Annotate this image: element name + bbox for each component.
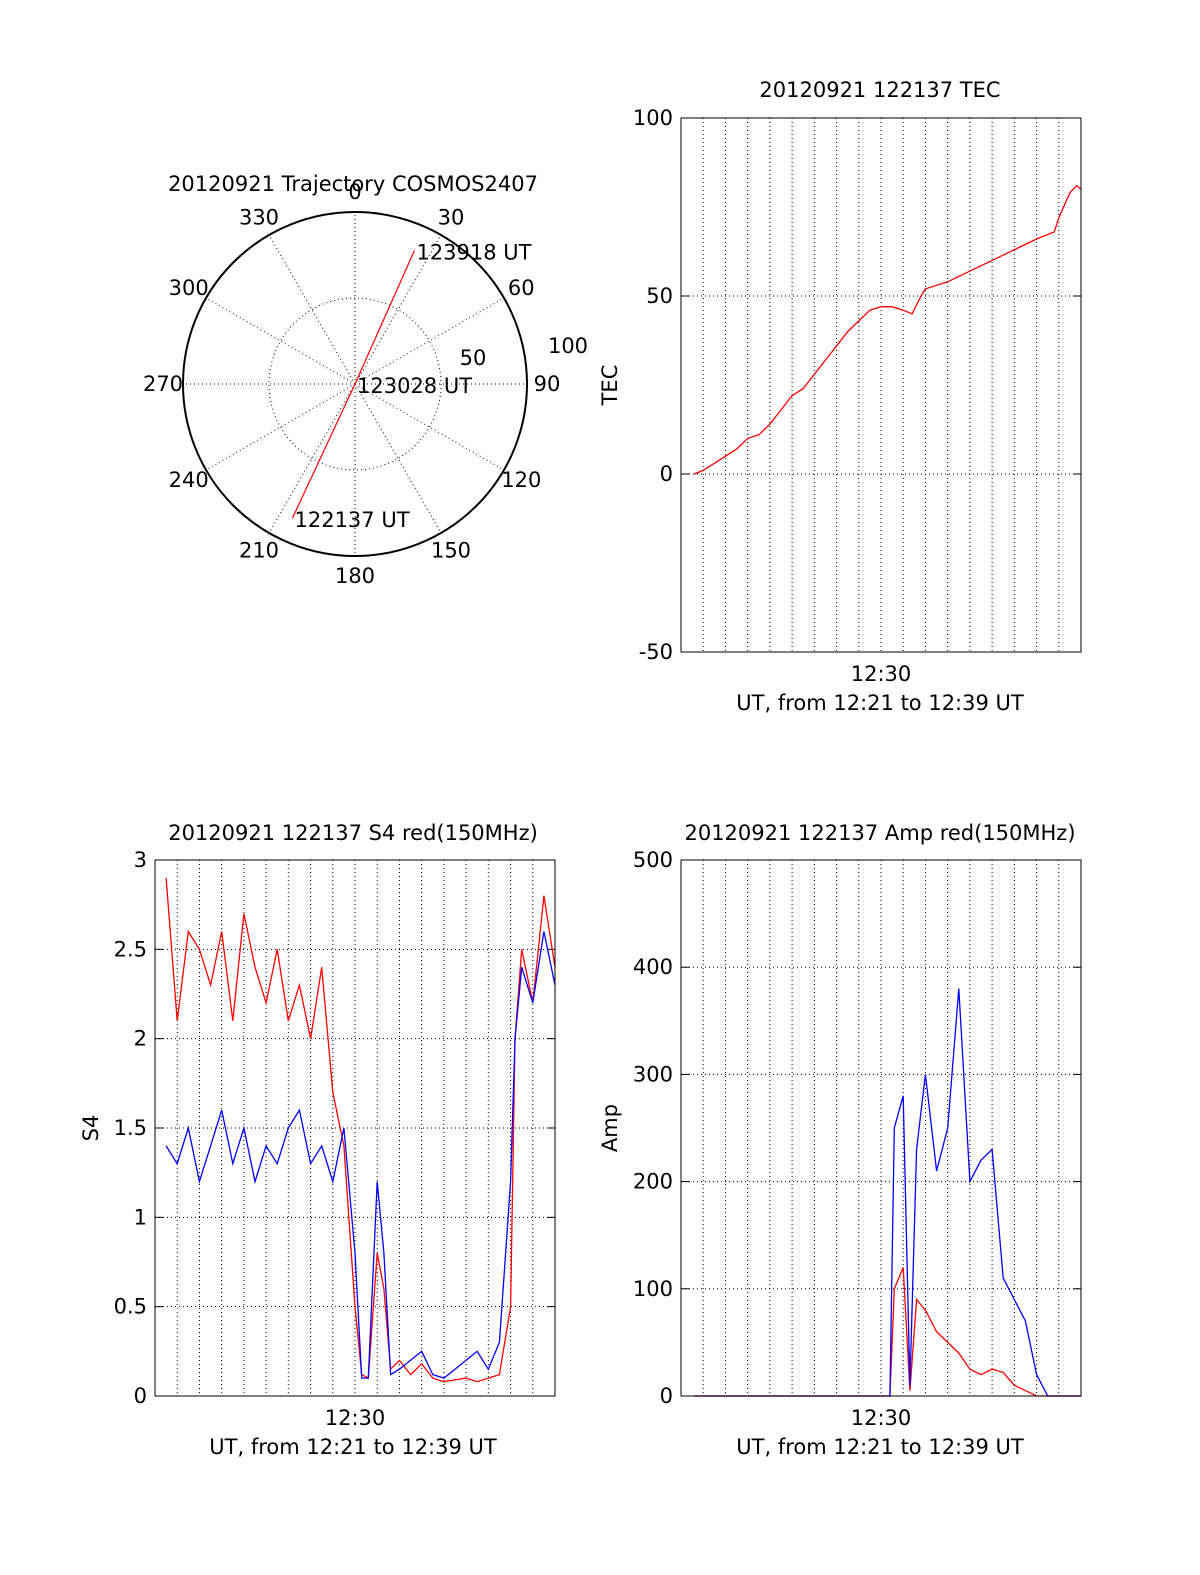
tec-xtick-label: 12:30	[851, 662, 912, 686]
polar-spoke	[268, 234, 356, 385]
s4-ytick-label: 1	[134, 1205, 147, 1229]
tec-plot-frame	[680, 117, 1082, 653]
s4-ytick-label: 0	[134, 1384, 147, 1408]
polar-azimuth-label: 120	[501, 468, 541, 492]
polar-spoke	[354, 297, 505, 385]
trajectory-line	[291, 250, 416, 519]
s4-ylabel: S4	[79, 1115, 103, 1142]
polar-spoke	[354, 383, 442, 534]
tec-title: 20120921 122137 TEC	[759, 78, 1000, 102]
amp-series-line	[694, 1267, 1081, 1397]
polar-azimuth-label: 270	[143, 372, 183, 396]
s4-xlabel: UT, from 12:21 to 12:39 UT	[209, 1435, 497, 1459]
polar-grid-ring	[268, 297, 442, 471]
polar-spoke	[205, 297, 356, 385]
tec-ylabel: TEC	[598, 365, 622, 407]
polar-azimuth-label: 240	[169, 468, 209, 492]
polar-azimuth-label: 300	[169, 276, 209, 300]
s4-series-line	[165, 931, 556, 1379]
tec-ytick-label: -50	[639, 640, 673, 664]
s4-title: 20120921 122137 S4 red(150MHz)	[168, 821, 538, 845]
polar-azimuth-label: 30	[438, 206, 465, 230]
s4-ytick-label: 1.5	[114, 1116, 147, 1140]
polar-spoke	[205, 383, 356, 471]
amp-xtick-label: 12:30	[851, 1406, 912, 1430]
tec-ytick-label: 0	[660, 462, 673, 486]
polar-azimuth-label: 90	[534, 372, 561, 396]
polar-ring-label: 100	[548, 334, 588, 358]
amp-series-line	[694, 988, 1081, 1397]
s4-series-line	[165, 877, 556, 1383]
polar-azimuth-label: 210	[239, 538, 279, 562]
trajectory-time-label: 123918 UT	[416, 240, 531, 264]
polar-azimuth-label: 0	[348, 180, 361, 204]
polar-spoke	[268, 383, 356, 534]
amp-ylabel: Amp	[598, 1104, 622, 1152]
polar-outer-ring	[182, 211, 528, 557]
polar-azimuth-label: 60	[508, 276, 535, 300]
amp-ytick-label: 200	[633, 1170, 673, 1194]
polar-spoke	[354, 234, 442, 385]
polar-trajectory-panel: 20120921 Trajectory COSMOS2407 0 30 60 90 12…	[143, 172, 588, 588]
amp-panel: 20120921 122137 Amp red(150MHz) UT, from…	[598, 821, 1082, 1459]
s4-ytick-label: 3	[134, 848, 147, 872]
s4-ytick-label: 0.5	[114, 1295, 147, 1319]
s4-xtick-label: 12:30	[325, 1406, 386, 1430]
amp-ytick-label: 0	[660, 1384, 673, 1408]
s4-ytick-label: 2	[134, 1027, 147, 1051]
tec-series-line	[694, 184, 1082, 475]
polar-ring-label: 50	[460, 346, 487, 370]
s4-ytick-label: 2.5	[114, 937, 147, 961]
polar-title: 20120921 Trajectory COSMOS2407	[168, 172, 538, 196]
trajectory-time-label: 123028 UT	[357, 374, 472, 398]
tec-xlabel: UT, from 12:21 to 12:39 UT	[736, 691, 1024, 715]
tec-panel: 20120921 122137 TEC UT, from 12:21 to 12…	[598, 78, 1082, 715]
amp-ytick-label: 100	[633, 1277, 673, 1301]
tec-ytick-label: 100	[633, 106, 673, 130]
polar-azimuth-label: 150	[431, 538, 471, 562]
s4-plot-frame	[154, 859, 556, 1397]
amp-plot-frame	[680, 859, 1082, 1397]
amp-ytick-label: 400	[633, 955, 673, 979]
amp-ytick-label: 300	[633, 1062, 673, 1086]
polar-azimuth-label: 180	[335, 564, 375, 588]
amp-xlabel: UT, from 12:21 to 12:39 UT	[736, 1435, 1024, 1459]
s4-panel: 20120921 122137 S4 red(150MHz) UT, from …	[79, 821, 556, 1459]
tec-ytick-label: 50	[646, 284, 673, 308]
amp-ytick-label: 500	[633, 848, 673, 872]
polar-azimuth-label: 330	[239, 206, 279, 230]
trajectory-time-label: 122137 UT	[294, 508, 409, 532]
amp-title: 20120921 122137 Amp red(150MHz)	[684, 821, 1075, 845]
polar-spoke	[354, 383, 505, 471]
